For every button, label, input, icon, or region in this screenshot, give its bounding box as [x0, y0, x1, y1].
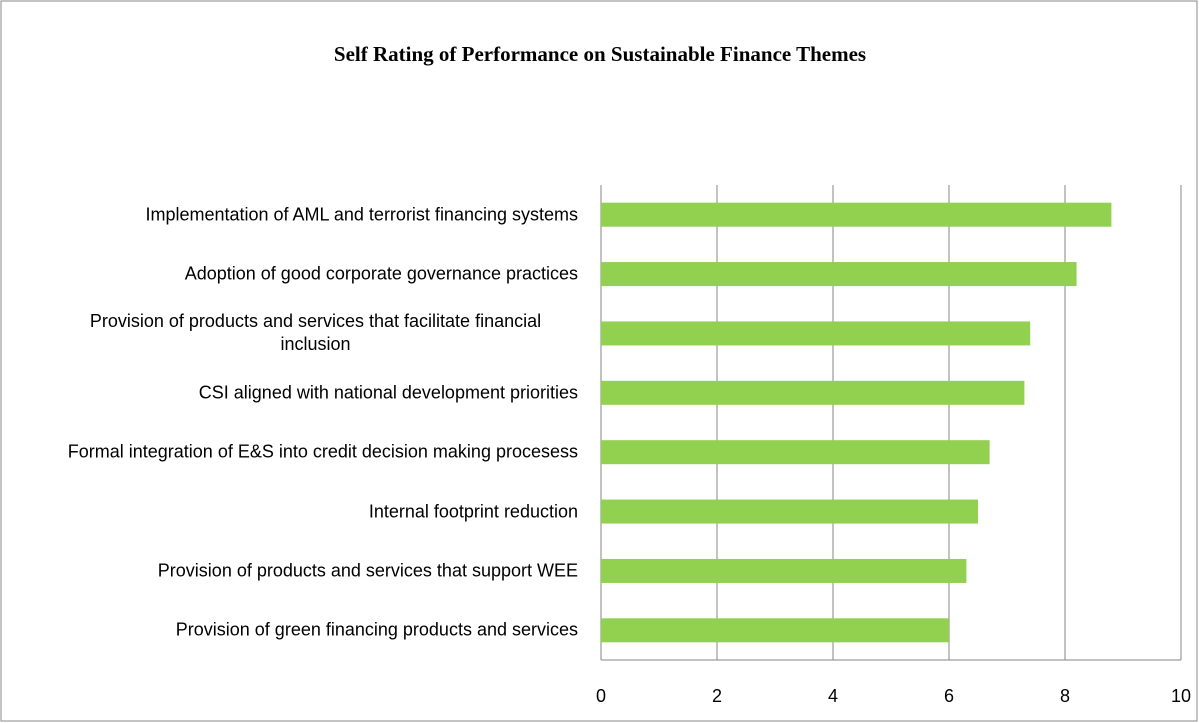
y-tick-text: Provision of products and services that … — [89, 311, 542, 355]
x-tick-label: 6 — [944, 686, 954, 706]
y-tick-label: Internal footprint reduction — [18, 500, 578, 523]
y-tick-text: Provision of green financing products an… — [175, 619, 578, 640]
chart-title: Self Rating of Performance on Sustainabl… — [334, 42, 866, 66]
y-tick-text: CSI aligned with national development pr… — [198, 382, 578, 403]
y-tick-text: Formal integration of E&S into credit de… — [67, 441, 578, 462]
bar — [601, 202, 1112, 227]
y-tick-label: Adoption of good corporate governance pr… — [18, 263, 578, 286]
bar — [601, 321, 1031, 346]
y-tick-text: Internal footprint reduction — [368, 501, 578, 522]
bar — [601, 380, 1025, 405]
y-tick-text: Adoption of good corporate governance pr… — [184, 263, 578, 284]
x-tick-label: 10 — [1171, 686, 1191, 706]
y-tick-label: Provision of green financing products an… — [18, 619, 578, 642]
y-tick-label: CSI aligned with national development pr… — [18, 381, 578, 404]
y-tick-label: Provision of products and services that … — [18, 310, 578, 356]
x-tick-label: 8 — [1060, 686, 1070, 706]
y-tick-label: Formal integration of E&S into credit de… — [18, 441, 578, 464]
x-tick-label: 4 — [828, 686, 838, 706]
y-tick-text: Implementation of AML and terrorist fina… — [145, 204, 578, 225]
y-tick-label: Implementation of AML and terrorist fina… — [18, 203, 578, 226]
y-tick-text: Provision of products and services that … — [157, 560, 578, 581]
bar — [601, 440, 990, 465]
x-tick-label: 0 — [596, 686, 606, 706]
x-tick-label: 2 — [712, 686, 722, 706]
bar — [601, 558, 967, 583]
bar — [601, 499, 978, 524]
bar — [601, 262, 1077, 287]
y-tick-label: Provision of products and services that … — [18, 559, 578, 582]
bar — [601, 618, 949, 643]
